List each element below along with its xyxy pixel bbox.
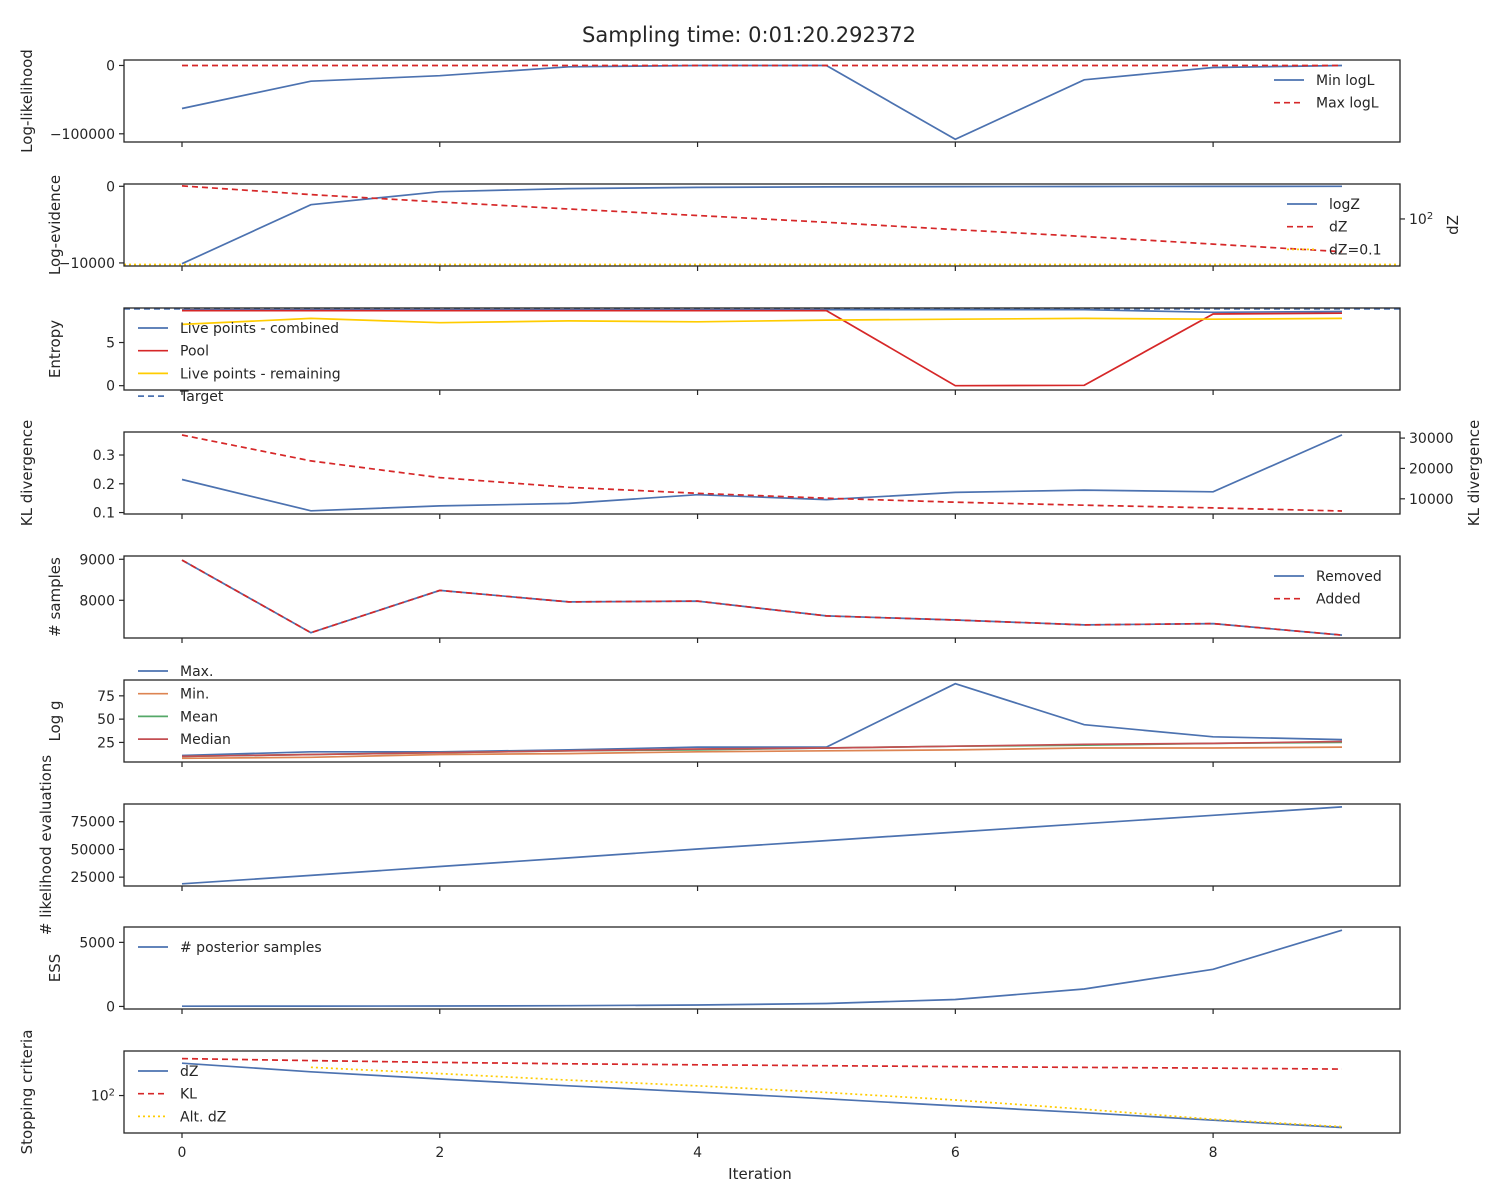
panel-1: 0 −100000 Log-likelihood Min logL Max logL <box>18 49 1401 153</box>
y-tick-label: 50 <box>97 712 115 728</box>
y-tick-label: 75 <box>97 689 115 705</box>
legend-label: Pool <box>180 344 209 360</box>
y-axis-label: Entropy <box>46 320 64 378</box>
panel-frame <box>123 555 1401 639</box>
panel-frame <box>123 431 1401 515</box>
y-tick-label: 0 <box>106 58 115 74</box>
y-tick-label: 102 <box>91 1087 115 1105</box>
series-9-3-line <box>310 1066 1343 1128</box>
x-tick-label: 8 <box>1209 1145 1218 1161</box>
panel-8: 0 5000 ESS # posterior samples <box>46 926 1401 1015</box>
y-tick-label: 0 <box>106 999 115 1015</box>
y-tick-label: 75000 <box>70 815 115 831</box>
legend-label: Min. <box>180 687 209 703</box>
y-tick-label: 5 <box>106 336 115 352</box>
y2-axis-label: dZ <box>1444 215 1462 235</box>
y-axis-label: Log-evidence <box>46 175 64 275</box>
x-tick-label: 2 <box>435 1145 444 1161</box>
legend-label: dZ <box>180 1064 198 1080</box>
y-tick-label: 0.2 <box>93 477 115 493</box>
legend-label: Live points - remaining <box>180 366 341 382</box>
y-axis-label: Stopping criteria <box>18 1030 36 1155</box>
y2-tick-label: 102 <box>1409 210 1433 228</box>
panel-frame <box>123 679 1401 763</box>
legend-label: Max. <box>180 664 213 680</box>
y-tick-label: 0.1 <box>93 506 115 522</box>
series-8-1-line <box>181 929 1343 1008</box>
y-tick-label: 5000 <box>79 935 115 951</box>
panel-frame <box>123 59 1401 143</box>
panel-3: 0 5 Entropy Live points - combined Pool Live … <box>46 307 1401 405</box>
y-axis-label: # samples <box>46 557 64 637</box>
legend-label: Added <box>1316 592 1361 608</box>
legend-label: # posterior samples <box>180 940 322 956</box>
panel-frame <box>123 183 1401 267</box>
legend-label: dZ=0.1 <box>1329 242 1381 258</box>
series-4-2-line <box>181 434 1343 512</box>
figure-title: Sampling time: 0:01:20.292372 <box>582 23 916 47</box>
y-tick-label: −10000 <box>59 256 115 272</box>
series-9-1-line <box>181 1062 1343 1129</box>
y-tick-label: −100000 <box>50 127 115 143</box>
y2-axis-label: KL divergence <box>1465 420 1483 526</box>
series-6-4-line <box>181 740 1343 758</box>
series-6-2-line <box>181 746 1343 760</box>
legend-label: Live points - combined <box>180 321 339 337</box>
panel-frame <box>123 307 1401 391</box>
y-axis-label: ESS <box>46 954 64 983</box>
y-axis-label: KL divergence <box>18 420 36 526</box>
series-3-2-line <box>182 309 1343 387</box>
series-3-3-line <box>181 317 1343 326</box>
legend-label: Alt. dZ <box>180 1109 226 1125</box>
panel-frame <box>123 926 1401 1010</box>
x-tick-label: 6 <box>951 1145 960 1161</box>
y-tick-label: 8000 <box>79 593 115 609</box>
y-tick-label: 0 <box>106 179 115 195</box>
series-4-1-line <box>181 434 1343 512</box>
series-9-2-line <box>181 1057 1343 1070</box>
x-tick-label: 4 <box>693 1145 702 1161</box>
y2-tick-label: 10000 <box>1409 492 1454 508</box>
legend-label: KL <box>180 1087 197 1103</box>
series-7-1-line <box>181 806 1343 885</box>
series-1-1-line <box>181 64 1343 141</box>
y-tick-label: 25000 <box>70 870 115 886</box>
panel-7: 25000 50000 75000 # likelihood evaluations <box>37 755 1401 935</box>
legend-label: Mean <box>180 709 218 725</box>
legend-label: dZ <box>1329 220 1347 236</box>
y-axis-label: # likelihood evaluations <box>37 755 55 935</box>
legend-label: Removed <box>1316 569 1382 585</box>
legend-label: logZ <box>1329 197 1360 213</box>
y-tick-label: 25 <box>97 735 115 751</box>
y-axis-label: Log-likelihood <box>18 49 36 153</box>
legend-label: Max logL <box>1316 96 1379 112</box>
y2-tick-label: 20000 <box>1409 461 1454 477</box>
panel-6: 25 50 75 Log g Max. Min. Mean Median <box>46 664 1401 767</box>
y-tick-label: 0 <box>106 379 115 395</box>
panel-9: 102 Stopping criteria dZ KL Alt. dZ <box>18 1030 1401 1155</box>
legend-label: Min logL <box>1316 73 1375 89</box>
series-6-1-line <box>181 682 1343 757</box>
panel-4: 0.1 0.2 0.3 KL divergence 10000 20000 30000 KL … <box>18 420 1483 526</box>
y-tick-label: 9000 <box>79 552 115 568</box>
y2-tick-label: 30000 <box>1409 431 1454 447</box>
y-tick-label: 50000 <box>70 842 115 858</box>
x-tick-label: 0 <box>178 1145 187 1161</box>
series-5-2-line <box>181 559 1343 636</box>
y-axis-label: Log g <box>46 700 64 741</box>
panel-frame <box>123 803 1401 887</box>
series-2-2-line <box>181 185 1343 253</box>
panel-frame <box>123 1050 1401 1134</box>
legend-label: Target <box>179 389 224 405</box>
panel-5: 8000 9000 # samples Removed Added <box>46 552 1401 643</box>
x-axis-label: Iteration <box>728 1165 792 1183</box>
y-tick-label: 0.3 <box>93 448 115 464</box>
legend-label: Median <box>180 732 231 748</box>
